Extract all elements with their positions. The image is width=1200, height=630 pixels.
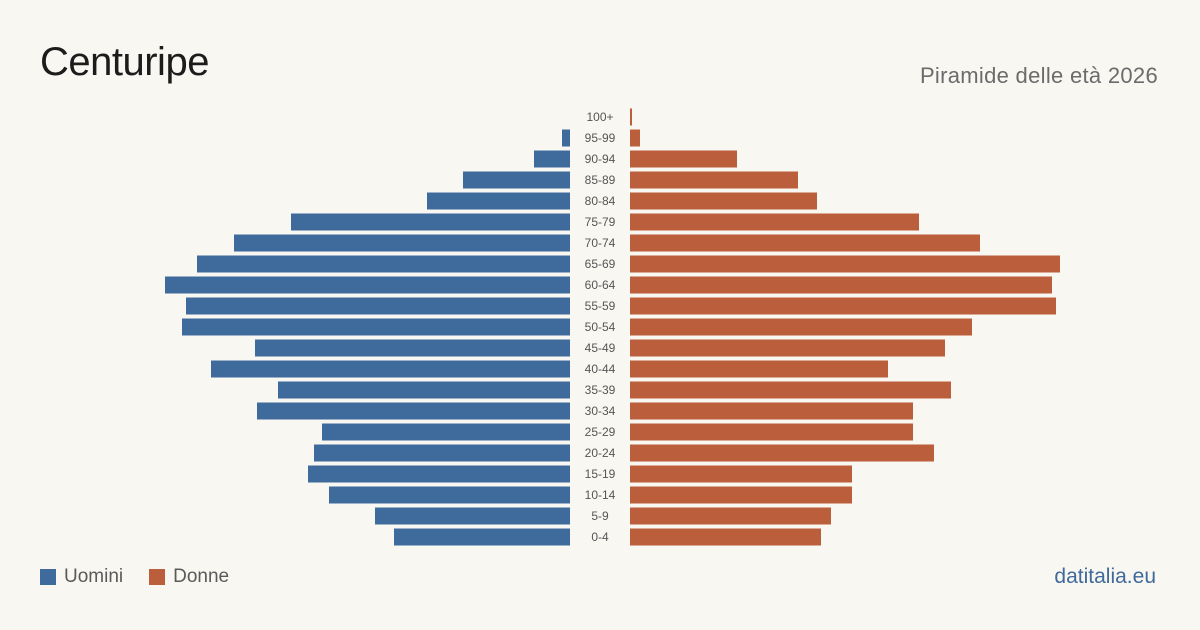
bar-female-40-44 (630, 360, 888, 378)
bar-male-90-94 (534, 150, 570, 168)
legend: Uomini Donne (40, 566, 255, 588)
bar-female-70-74 (630, 234, 980, 252)
age-label-80-84: 80-84 (585, 194, 616, 208)
age-label-75-79: 75-79 (585, 215, 616, 229)
bar-female-25-29 (630, 423, 913, 441)
bar-male-55-59 (186, 297, 570, 315)
legend-swatch-male (40, 569, 56, 585)
age-label-30-34: 30-34 (585, 404, 616, 418)
bar-female-20-24 (630, 444, 934, 462)
bar-female-60-64 (630, 276, 1052, 294)
age-label-5-9: 5-9 (591, 509, 609, 523)
bar-male-45-49 (255, 339, 570, 357)
bar-male-80-84 (427, 192, 570, 210)
bar-male-85-89 (463, 171, 570, 189)
bar-male-5-9 (375, 507, 570, 525)
bar-male-75-79 (291, 213, 570, 231)
legend-item-female: Donne (149, 566, 229, 588)
bar-female-5-9 (630, 507, 831, 525)
bar-male-25-29 (322, 423, 570, 441)
legend-label-male: Uomini (64, 566, 124, 587)
chart-subtitle: Piramide delle età 2026 (919, 63, 1158, 88)
bar-female-95-99 (630, 129, 640, 147)
bar-male-30-34 (257, 402, 570, 420)
age-label-95-99: 95-99 (585, 131, 616, 145)
age-label-90-94: 90-94 (585, 152, 616, 166)
bar-male-70-74 (234, 234, 570, 252)
bar-female-30-34 (630, 402, 913, 420)
bar-male-50-54 (182, 318, 570, 336)
age-label-40-44: 40-44 (585, 362, 616, 376)
age-label-70-74: 70-74 (585, 236, 616, 250)
chart-title: Centuripe (40, 40, 209, 84)
bar-male-20-24 (314, 444, 570, 462)
bar-female-55-59 (630, 297, 1056, 315)
age-label-85-89: 85-89 (585, 173, 616, 187)
age-label-10-14: 10-14 (585, 488, 616, 502)
age-label-15-19: 15-19 (585, 467, 616, 481)
age-label-50-54: 50-54 (585, 320, 616, 334)
bar-female-0-4 (630, 528, 821, 546)
bar-female-15-19 (630, 465, 852, 483)
age-label-0-4: 0-4 (591, 530, 609, 544)
legend-swatch-female (149, 569, 166, 585)
bar-female-80-84 (630, 192, 817, 210)
age-label-100+: 100+ (586, 110, 613, 124)
bar-female-85-89 (630, 171, 798, 189)
bar-female-35-39 (630, 381, 951, 399)
bar-female-10-14 (630, 486, 852, 504)
age-label-20-24: 20-24 (585, 446, 616, 460)
bar-female-65-69 (630, 255, 1060, 273)
bar-female-45-49 (630, 339, 945, 357)
bar-male-0-4 (394, 528, 570, 546)
age-label-35-39: 35-39 (585, 383, 616, 397)
bar-male-15-19 (308, 465, 570, 483)
bar-male-95-99 (562, 129, 570, 147)
bar-male-40-44 (211, 360, 570, 378)
bar-male-10-14 (329, 486, 570, 504)
bar-female-50-54 (630, 318, 972, 336)
source-link[interactable]: datitalia.eu (1054, 565, 1156, 588)
age-label-25-29: 25-29 (585, 425, 616, 439)
age-label-65-69: 65-69 (585, 257, 616, 271)
legend-label-female: Donne (173, 566, 230, 587)
bar-female-100+ (630, 108, 632, 126)
bar-male-35-39 (278, 381, 570, 399)
age-label-60-64: 60-64 (585, 278, 616, 292)
bar-female-90-94 (630, 150, 737, 168)
age-label-45-49: 45-49 (585, 341, 616, 355)
bar-male-60-64 (165, 276, 570, 294)
legend-item-male: Uomini (40, 566, 123, 588)
age-label-55-59: 55-59 (585, 299, 616, 313)
bar-male-65-69 (197, 255, 570, 273)
bar-female-75-79 (630, 213, 919, 231)
